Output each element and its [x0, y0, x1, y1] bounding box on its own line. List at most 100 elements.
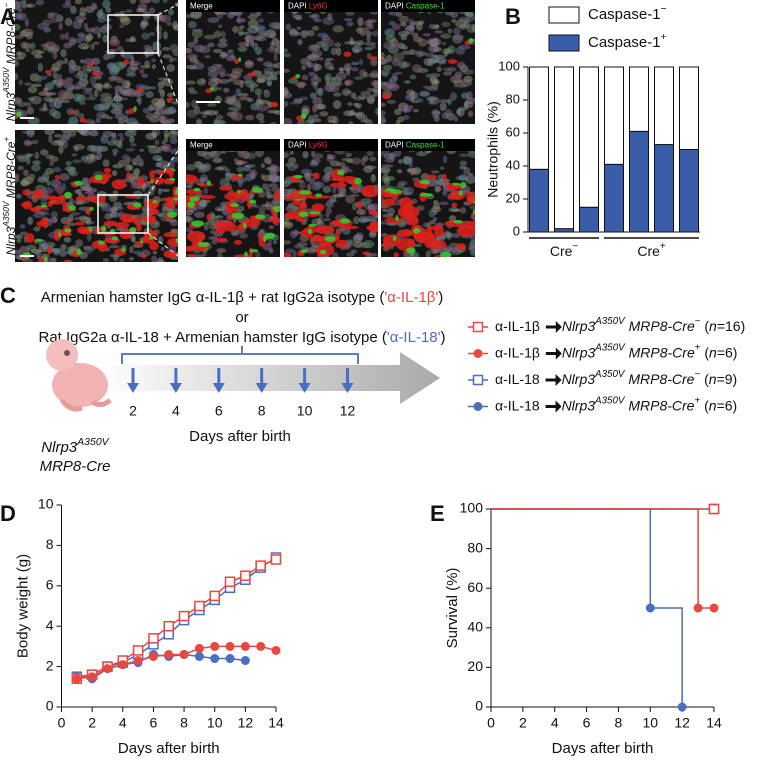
nucleus — [339, 66, 344, 74]
nucleus — [72, 20, 83, 30]
red-cell — [149, 241, 159, 251]
nucleus — [432, 24, 440, 30]
nucleus — [398, 159, 403, 164]
nucleus — [432, 37, 439, 43]
nucleus — [97, 32, 102, 39]
nucleus — [15, 176, 20, 183]
nucleus — [201, 252, 208, 256]
nucleus — [233, 79, 244, 86]
nucleus — [360, 198, 373, 204]
nucleus — [15, 234, 20, 239]
nucleus — [58, 145, 64, 154]
nucleus — [231, 67, 244, 74]
nucleus — [447, 98, 452, 106]
nucleus — [227, 107, 234, 111]
red-cell — [126, 171, 131, 179]
protocol-or: or — [235, 309, 248, 326]
red-cell — [343, 51, 352, 57]
nucleus — [273, 52, 278, 62]
green-cell — [300, 249, 308, 254]
x-tick-label: 0 — [487, 715, 495, 731]
nucleus — [459, 160, 467, 167]
nucleus — [189, 90, 198, 95]
nucleus — [343, 110, 356, 117]
nucleus — [160, 246, 165, 251]
mouse-label: Nlrp3A350V — [41, 436, 109, 456]
y-tick-label: 8 — [46, 536, 54, 552]
green-cell — [173, 197, 178, 201]
nucleus — [269, 71, 278, 78]
nucleus — [124, 88, 136, 96]
nucleus — [27, 86, 38, 94]
red-cell — [47, 246, 52, 255]
nucleus — [110, 68, 120, 73]
nucleus — [37, 62, 44, 72]
marker — [225, 654, 235, 664]
nucleus — [207, 17, 220, 24]
nucleus — [453, 27, 461, 35]
nucleus — [70, 211, 81, 216]
nucleus — [167, 118, 175, 124]
panel-label: A — [0, 4, 16, 29]
nucleus — [225, 168, 231, 175]
legend-label: α-IL-1β Nlrp3A350V MRP8-Cre+ (n=6) — [495, 343, 737, 361]
red-cell — [54, 174, 60, 181]
red-cell — [87, 62, 94, 66]
nucleus — [318, 57, 324, 61]
green-cell — [255, 214, 266, 220]
text-part: ( — [700, 397, 709, 413]
red-cell — [268, 218, 280, 223]
red-cell — [456, 224, 475, 237]
nucleus — [269, 41, 275, 46]
nucleus — [169, 148, 178, 155]
nucleus — [301, 64, 307, 70]
nucleus — [188, 21, 197, 29]
green-cell — [336, 169, 345, 176]
nucleus — [256, 112, 265, 121]
nucleus — [108, 245, 120, 249]
red-cell — [273, 189, 280, 202]
inset-header — [284, 139, 378, 151]
nucleus — [225, 73, 232, 77]
nucleus — [299, 96, 309, 100]
nucleus — [152, 41, 162, 51]
bar-segment — [529, 66, 549, 170]
group-label: Cre+ — [637, 241, 666, 259]
nucleus — [350, 67, 359, 72]
nucleus — [297, 39, 303, 46]
nucleus — [26, 106, 34, 115]
nucleus — [216, 248, 227, 253]
text-part: Nlrp3 — [562, 344, 596, 360]
nucleus — [84, 6, 95, 13]
nucleus — [125, 148, 136, 152]
nucleus — [398, 15, 410, 23]
y-tick-label: 80 — [467, 539, 483, 555]
nucleus — [288, 157, 297, 164]
marker — [677, 702, 687, 712]
nucleus — [284, 68, 290, 73]
row-label: Nlrp3A350V MRP8-Cre− — [1, 3, 18, 122]
nucleus — [416, 98, 424, 103]
nucleus — [53, 99, 62, 109]
mouse-eye — [64, 350, 70, 356]
nucleus — [400, 33, 408, 41]
nucleus — [121, 154, 130, 161]
nucleus — [431, 206, 442, 213]
nucleus — [158, 145, 169, 151]
y-tick-label: 0 — [513, 223, 520, 238]
nucleus — [258, 18, 264, 23]
nucleus — [221, 11, 228, 15]
nucleus — [322, 185, 332, 194]
nucleus — [169, 44, 178, 52]
nucleus — [43, 96, 54, 102]
nucleus — [383, 81, 389, 86]
nucleus — [387, 83, 400, 92]
red-cell — [32, 189, 45, 198]
nucleus — [306, 183, 312, 191]
nucleus — [328, 83, 340, 93]
marker — [164, 649, 174, 659]
nucleus — [203, 187, 208, 195]
nucleus — [85, 27, 96, 33]
nucleus — [284, 52, 292, 58]
nucleus — [313, 74, 319, 80]
